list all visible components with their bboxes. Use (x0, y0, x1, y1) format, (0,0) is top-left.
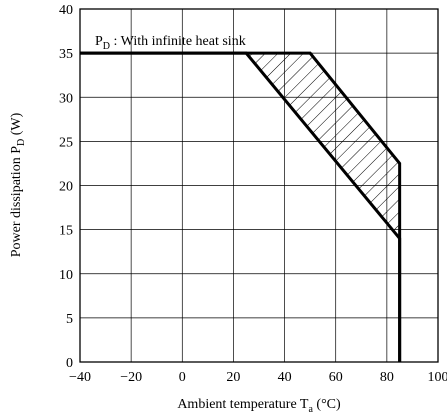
x-tick-label: 20 (226, 370, 240, 385)
x-axis-label: Ambient temperature Ta (°C) (177, 397, 341, 415)
x-axis-label-subscript: a (308, 404, 313, 415)
annotation-main: P (95, 34, 103, 49)
x-tick-labels: −40 −20 0 20 40 60 80 100 (69, 370, 447, 385)
y-tick-label: 35 (59, 47, 73, 62)
y-axis-label-unit: (W) (9, 112, 24, 138)
x-tick-label: 60 (329, 370, 343, 385)
plot-frame (79, 8, 439, 363)
series-line-1 (80, 51, 402, 362)
x-tick-label: −20 (120, 370, 142, 385)
annotation-subscript: D (103, 41, 110, 52)
x-tick-label: 80 (380, 370, 394, 385)
x-tick-label: 0 (179, 370, 186, 385)
y-axis-label: Power dissipation PD (W) (9, 112, 27, 257)
x-tick-label: −40 (69, 370, 91, 385)
y-tick-labels: 0 5 10 15 20 25 30 35 40 (59, 3, 73, 371)
annotation-text: : With infinite heat sink (110, 34, 246, 49)
y-tick-label: 5 (66, 312, 73, 327)
y-tick-label: 15 (59, 224, 73, 239)
x-axis-label-unit: (°C) (313, 397, 341, 412)
x-tick-label: 40 (278, 370, 292, 385)
y-tick-label: 25 (59, 135, 73, 150)
y-tick-label: 20 (59, 180, 73, 195)
y-tick-label: 0 (66, 356, 73, 371)
y-axis-label-subscript: D (16, 139, 27, 146)
x-axis-label-main: Ambient temperature T (177, 397, 309, 412)
annotation-label: PD : With infinite heat sink (95, 34, 246, 52)
y-tick-label: 30 (59, 91, 73, 106)
series-lines (80, 51, 402, 362)
y-tick-label: 10 (59, 268, 73, 283)
y-tick-label: 40 (59, 3, 73, 18)
series-line-2 (80, 51, 402, 362)
y-axis-label-main: Power dissipation P (9, 146, 24, 257)
x-tick-label: 100 (428, 370, 447, 385)
